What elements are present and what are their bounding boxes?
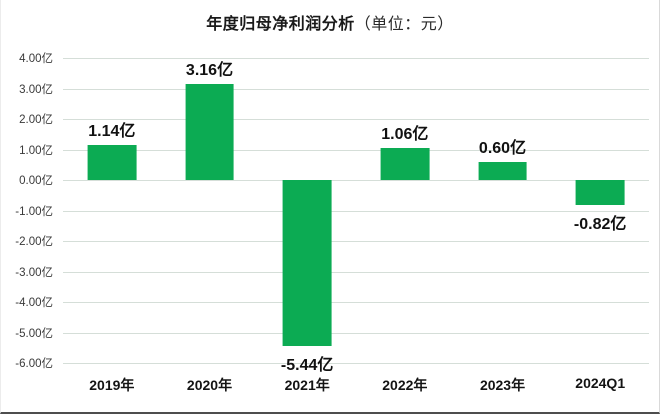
gridline (63, 271, 649, 273)
bar (87, 145, 137, 180)
bar-value-label: 1.14亿 (88, 123, 136, 141)
y-axis-tick-label: -5.00亿 (15, 327, 53, 340)
x-axis: 2019年 2020年 2021年 2022年 2023年 2024Q1 (63, 375, 649, 395)
y-axis-tick-label: 2.00亿 (19, 114, 53, 126)
bar (185, 83, 234, 180)
y-axis-tick-label: -4.00亿 (15, 297, 53, 309)
bar-value-label: 3.16亿 (185, 61, 234, 79)
x-axis-category-label: 2020年 (186, 377, 233, 393)
y-axis-tick-label: 3.00亿 (19, 83, 53, 96)
x-axis-category-label: 2023年 (479, 377, 526, 393)
gridline (63, 58, 649, 59)
gridline (63, 149, 649, 151)
y-axis-tick-label: -3.00亿 (15, 266, 53, 279)
x-axis-category-label: 2024Q1 (575, 375, 626, 391)
gridline (63, 88, 649, 90)
bar-value-label: 0.60亿 (478, 139, 527, 157)
x-axis-category-label: 2019年 (89, 377, 135, 393)
bar-value-label: -5.44亿 (280, 356, 334, 374)
gridline (63, 302, 649, 303)
gridline (63, 363, 649, 364)
y-axis-tick-label: 0.00亿 (19, 175, 53, 187)
chart-title-text: 年度归母净利润分析 (206, 16, 355, 33)
y-axis-tick-label: -1.00亿 (15, 205, 53, 218)
y-axis: 4.00亿 3.00亿 2.00亿 1.00亿 0.00亿 -1.00亿 -2.00亿 -3.… (1, 53, 57, 370)
y-axis-tick-label: -6.00亿 (15, 358, 53, 370)
chart-title-unit: （单位：元） (354, 16, 454, 33)
y-axis-tick-label: 1.00亿 (19, 144, 53, 157)
gridline (63, 119, 649, 120)
y-axis-tick-label: 4.00亿 (19, 53, 53, 65)
bar (380, 147, 430, 180)
bar (282, 180, 332, 346)
bar (478, 161, 527, 180)
y-axis-tick-label: -2.00亿 (15, 236, 53, 248)
gridline (63, 180, 649, 181)
x-axis-category-label: 2021年 (284, 377, 330, 393)
bar-value-label: 1.06亿 (381, 125, 429, 143)
gridline (63, 241, 649, 242)
x-axis-category-label: 2022年 (382, 377, 428, 393)
gridline (63, 210, 649, 212)
chart-title: 年度归母净利润分析（单位：元） (1, 10, 659, 34)
bar (575, 180, 625, 205)
gridline (63, 332, 649, 334)
bar-value-label: -0.82亿 (573, 216, 627, 233)
plot-area: 1.14亿 3.16亿 -5.44亿 1.06亿 0.60亿 -0.82亿 (63, 58, 649, 374)
